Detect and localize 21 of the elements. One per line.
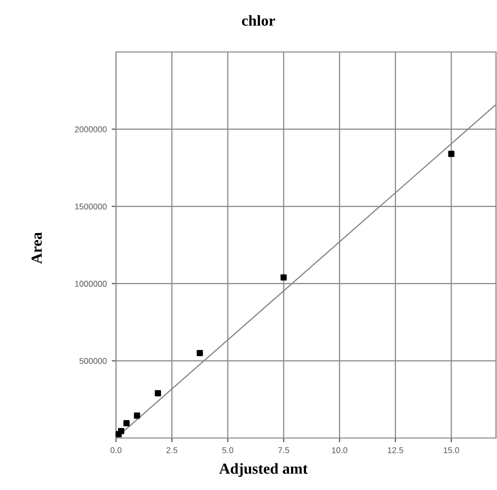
point — [154, 390, 162, 396]
x-tick-label: 2.5 — [166, 447, 178, 454]
x-tick-label: 7.5 — [278, 447, 290, 454]
y-axis-title: Area — [32, 232, 42, 264]
point — [280, 274, 287, 281]
x-axis-title: Adjusted amt — [219, 463, 308, 477]
x-tick-label: 10.0 — [332, 447, 348, 454]
x-tick-label: 0.0 — [110, 447, 122, 454]
y-tick-label: 1500000 — [75, 204, 107, 210]
point — [448, 150, 454, 158]
point — [118, 428, 124, 434]
point — [123, 420, 130, 426]
chart-title: chlor — [242, 15, 276, 26]
y-tick-label: 2000000 — [74, 126, 107, 132]
point — [196, 350, 203, 356]
y-tick-label: 500000 — [80, 358, 107, 364]
y-tick-label: 1000000 — [75, 280, 107, 287]
x-tick-label: 12.5 — [388, 447, 404, 454]
x-tick-label: 15.0 — [444, 447, 460, 454]
x-tick-label: 5.0 — [222, 447, 234, 454]
point — [134, 412, 140, 419]
